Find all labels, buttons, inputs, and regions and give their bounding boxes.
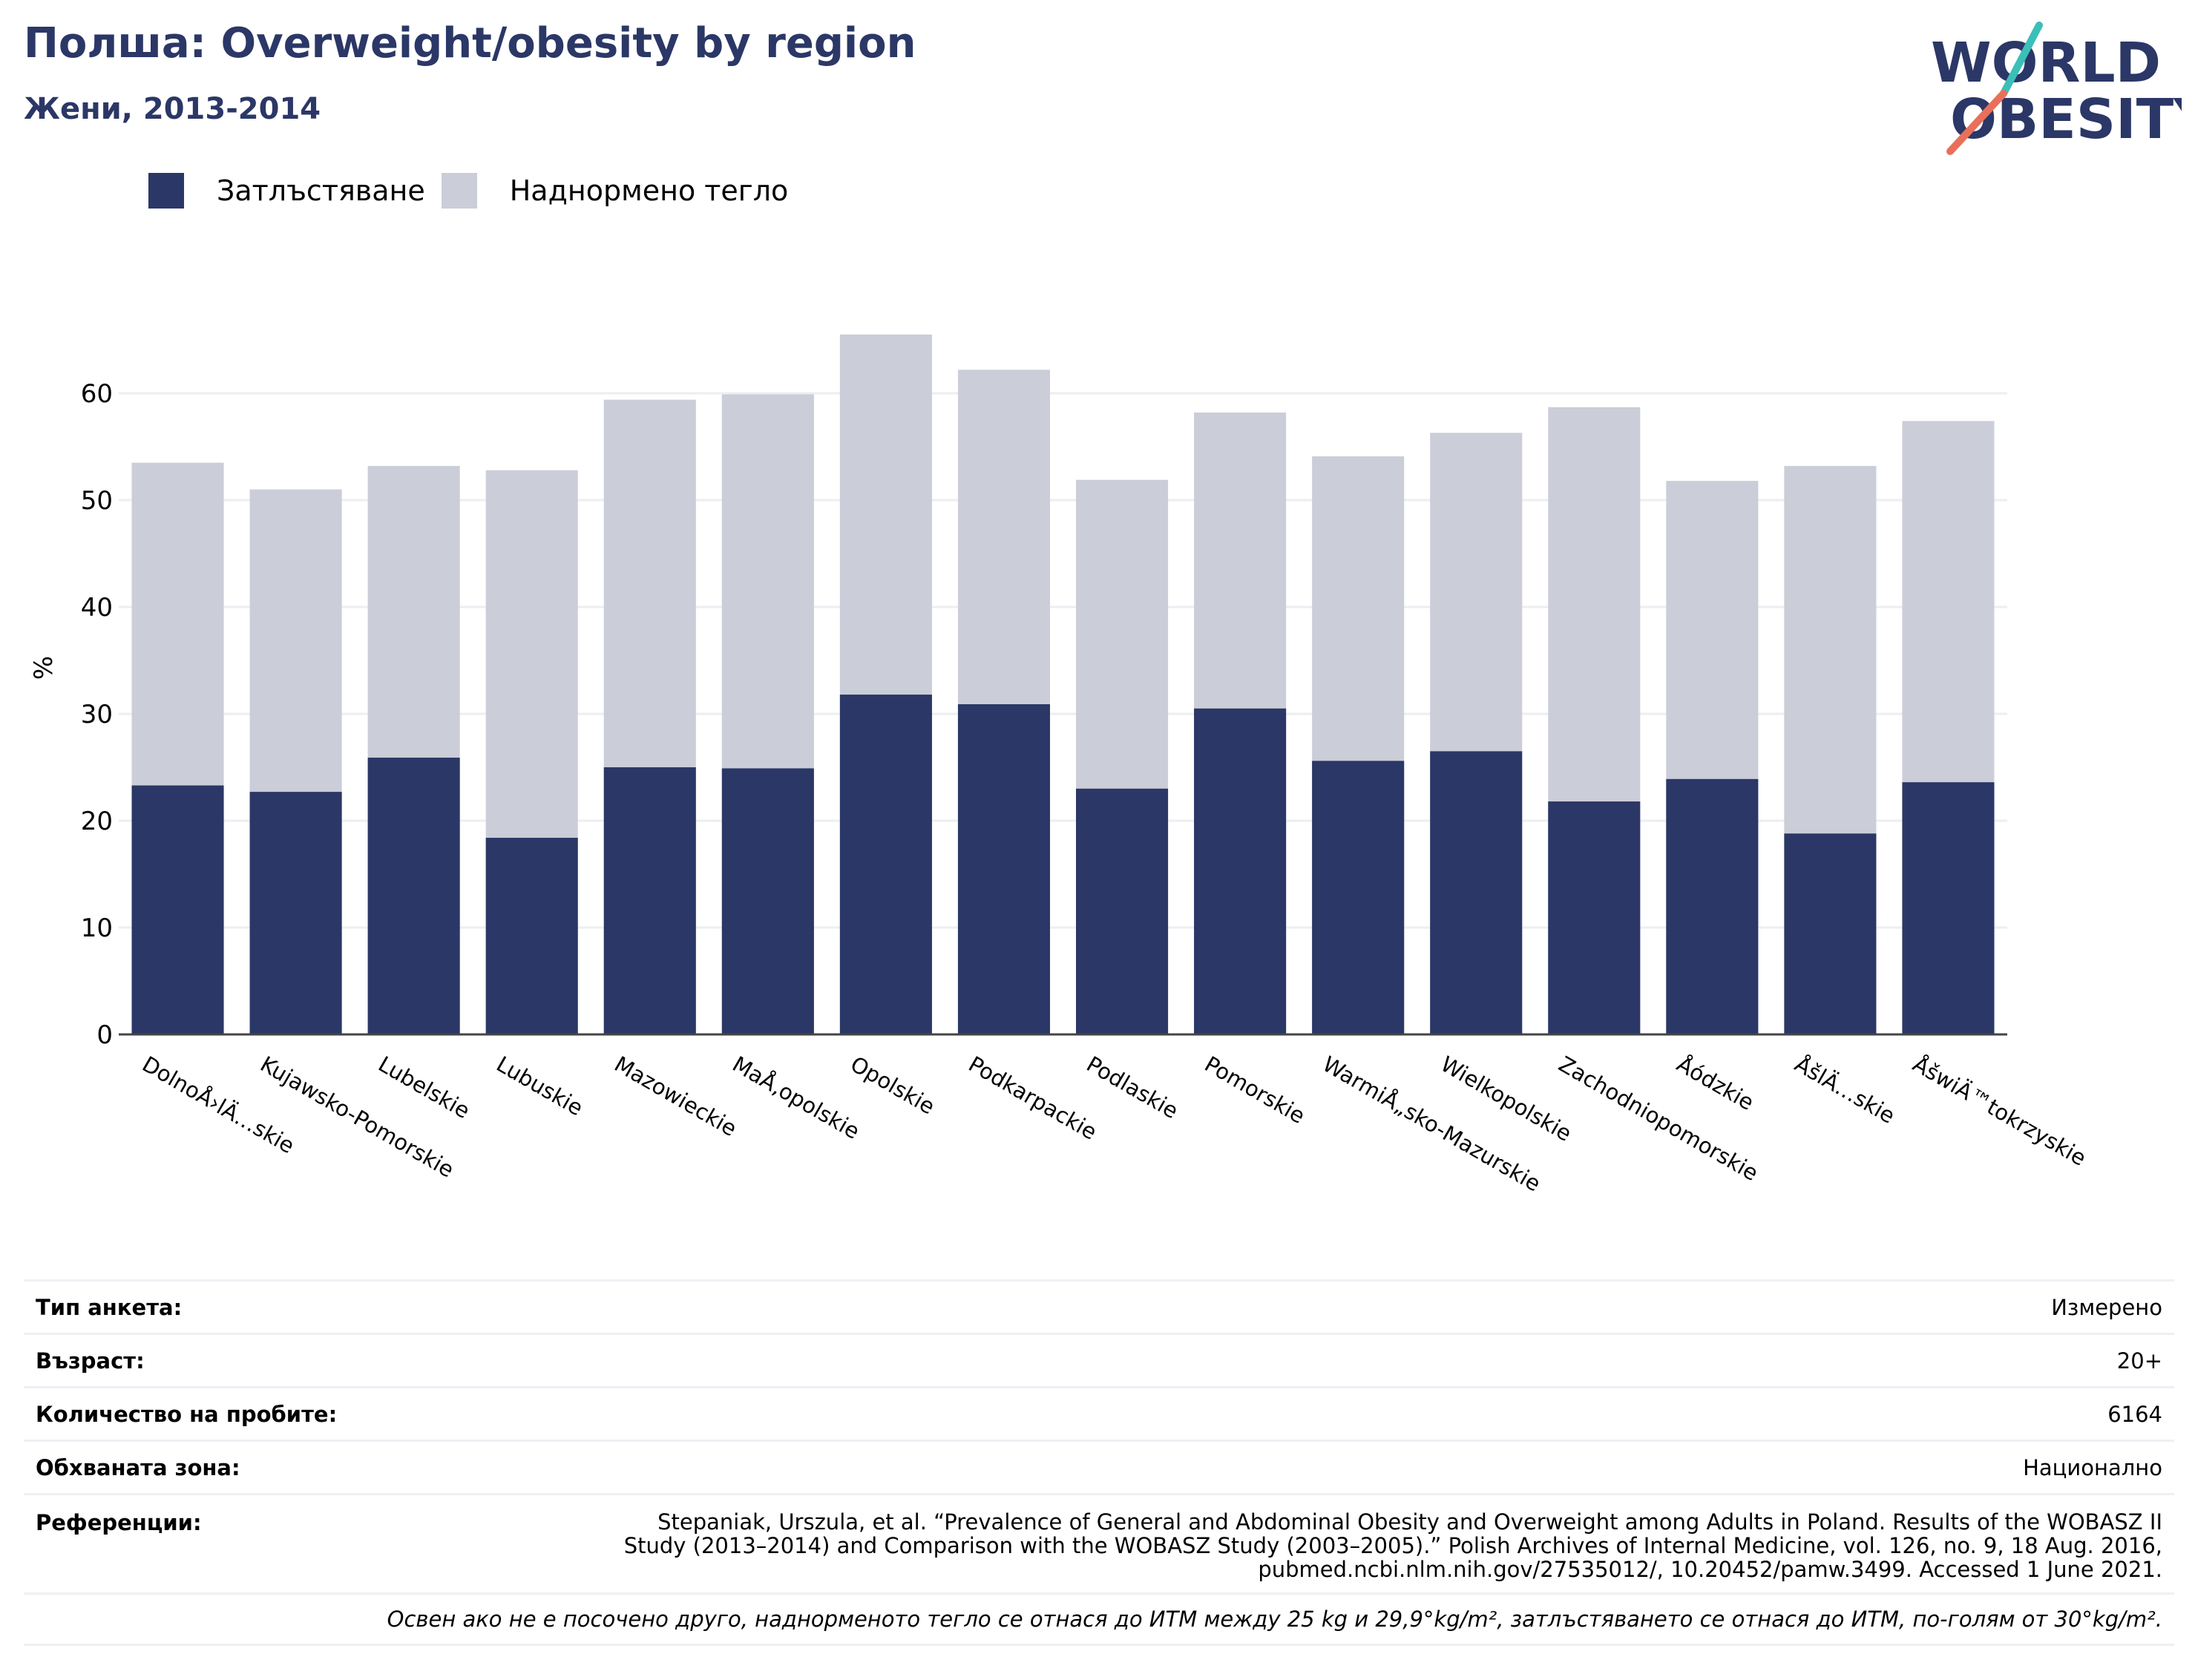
legend-label-obesity: Затлъстяване	[217, 174, 425, 207]
info-label: Количество на пробите:	[36, 1401, 338, 1427]
y-tick-label: 50	[81, 486, 113, 516]
x-tick-label: Pomorskie	[1201, 1051, 1310, 1129]
bar-obesity[interactable]	[249, 792, 342, 1034]
bar-obesity[interactable]	[957, 704, 1051, 1034]
y-tick-label: 40	[81, 593, 113, 623]
bar-obesity[interactable]	[1666, 778, 1759, 1034]
world-obesity-logo: WORLD OBESITY	[1931, 22, 2182, 155]
bar-obesity[interactable]	[1548, 801, 1641, 1034]
bar-obesity[interactable]	[1430, 751, 1523, 1034]
x-tick-label: Zachodniopomorskie	[1555, 1051, 1762, 1187]
references-value: Stepaniak, Urszula, et al. “Prevalence o…	[623, 1509, 2162, 1582]
info-value: 6164	[2107, 1401, 2162, 1427]
logo-text-world: WORLD	[1931, 31, 2161, 95]
bar-obesity[interactable]	[367, 758, 460, 1034]
info-label: Възраст:	[36, 1348, 145, 1374]
info-row-sample-size: Количество на пробите: 6164	[24, 1386, 2174, 1440]
x-tick-label: Kujawsko-Pomorskie	[256, 1051, 459, 1183]
info-value: Измерено	[2051, 1294, 2162, 1320]
chart-legend: Затлъстяване Наднормено тегло	[148, 171, 804, 211]
logo-text-obesity: OBESITY	[1950, 88, 2182, 151]
y-axis-label: %	[29, 656, 59, 680]
x-tick-label: ÅšlÄ…skie	[1791, 1051, 1900, 1129]
info-row-area: Обхваната зона: Национално	[24, 1440, 2174, 1493]
bar-obesity[interactable]	[1194, 708, 1287, 1034]
survey-info-table: Тип анкета: Измерено Възраст: 20+ Количе…	[24, 1279, 2174, 1646]
x-tick-label: Mazowieckie	[610, 1051, 741, 1141]
x-tick-label: Åódzkie	[1673, 1051, 1759, 1115]
y-axis-ticks: 0 10 20 30 40 50 60	[81, 379, 113, 1050]
bar-obesity[interactable]	[1312, 761, 1405, 1034]
info-label: Обхваната зона:	[36, 1454, 240, 1480]
legend-item-overweight[interactable]: Наднормено тегло	[441, 173, 789, 209]
legend-swatch-obesity	[148, 173, 184, 209]
info-row-age: Възраст: 20+	[24, 1333, 2174, 1386]
bar-obesity[interactable]	[485, 838, 578, 1034]
info-label: Тип анкета:	[36, 1294, 183, 1320]
bars	[131, 334, 1995, 1034]
y-tick-label: 20	[81, 807, 113, 836]
legend-label-overweight: Наднормено тегло	[509, 174, 789, 207]
x-axis-ticks: DolnoÅ›lÄ…skieKujawsko-PomorskieLubelski…	[138, 1051, 2090, 1197]
bar-obesity[interactable]	[1075, 788, 1169, 1034]
bar-obesity[interactable]	[721, 768, 814, 1034]
legend-item-obesity[interactable]: Затлъстяване	[148, 173, 425, 209]
x-tick-label: Lubuskie	[492, 1051, 587, 1121]
y-tick-label: 0	[96, 1020, 113, 1050]
bar-obesity[interactable]	[839, 695, 932, 1034]
info-value: 20+	[2116, 1348, 2162, 1374]
chart-subtitle: Жени, 2013-2014	[24, 92, 321, 126]
definition-note: Освен ако не е посочено друго, наднормен…	[387, 1607, 2162, 1632]
info-row-references: Референции: Stepaniak, Urszula, et al. “…	[24, 1493, 2174, 1592]
logo-slash-bottom	[1946, 90, 2007, 155]
x-tick-label: Podlaskie	[1083, 1051, 1183, 1124]
logo-slash-top	[2000, 22, 2043, 97]
chart-title: Полша: Overweight/obesity by region	[24, 19, 916, 68]
x-tick-label: MaÅ‚opolskie	[728, 1051, 864, 1144]
bar-obesity[interactable]	[1784, 833, 1877, 1034]
y-tick-label: 10	[81, 913, 113, 943]
x-tick-label: ÅšwiÄ™tokrzyskie	[1909, 1051, 2090, 1171]
references-label: Референции:	[36, 1510, 202, 1535]
info-value: Национално	[2023, 1454, 2162, 1480]
info-row-survey-type: Тип анкета: Измерено	[24, 1279, 2174, 1333]
x-tick-label: WarmiÅ„sko-Mazurskie	[1319, 1051, 1545, 1197]
legend-swatch-overweight	[441, 173, 477, 209]
info-row-note: Освен ако не е посочено друго, наднормен…	[24, 1592, 2174, 1646]
x-tick-label: Opolskie	[846, 1051, 939, 1120]
bar-obesity[interactable]	[603, 767, 696, 1034]
bar-obesity[interactable]	[131, 785, 224, 1034]
x-tick-label: Podkarpackie	[964, 1051, 1100, 1145]
y-tick-label: 30	[81, 700, 113, 729]
bar-obesity[interactable]	[1902, 782, 1995, 1034]
y-tick-label: 60	[81, 379, 113, 409]
x-tick-label: Lubelskie	[374, 1051, 474, 1124]
bar-chart: 0 10 20 30 40 50 60 % DolnoÅ›lÄ…skieKujawsko-P…	[29, 334, 2090, 1197]
